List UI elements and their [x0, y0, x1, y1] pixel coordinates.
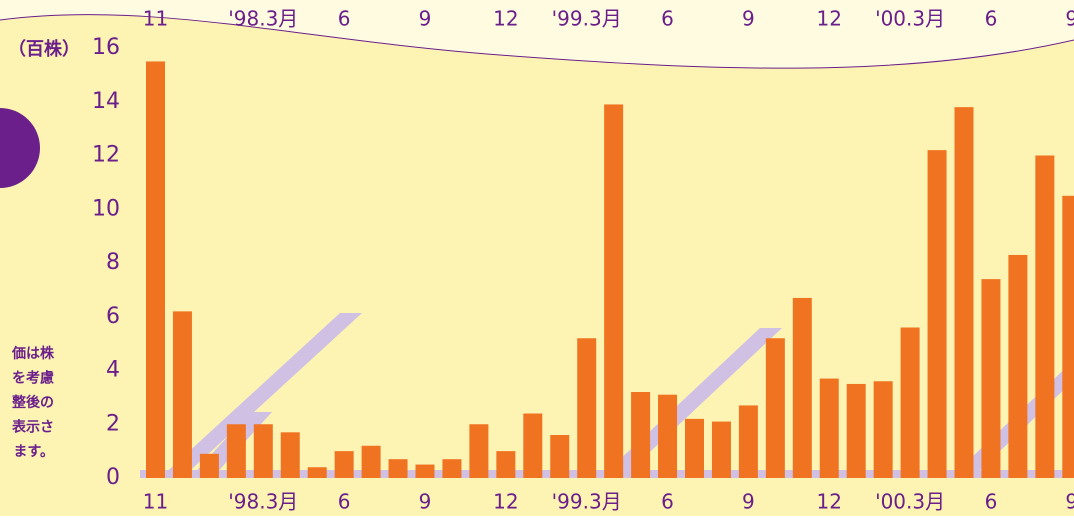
- bar: [389, 459, 408, 478]
- bar: [335, 451, 354, 478]
- x-tick-label-top: 9: [419, 7, 432, 31]
- bar: [281, 432, 300, 478]
- x-tick-label: 11: [143, 490, 168, 514]
- bar: [874, 381, 893, 478]
- x-tick-label-top: 11: [143, 7, 168, 31]
- side-note: 価は株: [11, 345, 55, 362]
- y-tick-label: 10: [92, 196, 120, 221]
- x-tick-label-top: 6: [985, 7, 998, 31]
- bar: [604, 104, 623, 478]
- x-tick-label-top: '98.3月: [228, 7, 298, 31]
- bar: [254, 424, 273, 478]
- y-tick-label: 8: [106, 250, 120, 275]
- x-tick-label: 12: [493, 490, 518, 514]
- x-tick-label: '00.3月: [875, 490, 945, 514]
- chart: （百株） 0 2 4 6 8 10 12 14 16 11 11 '98.3月 '98.3月 6 6 9 9 12…: [0, 0, 1074, 516]
- y-tick-label: 4: [106, 358, 120, 383]
- x-tick-label: 9: [742, 490, 755, 514]
- y-tick-label: 6: [106, 304, 120, 329]
- bar: [442, 459, 461, 478]
- bar: [847, 384, 866, 478]
- bar: [766, 338, 785, 478]
- bar: [793, 298, 812, 478]
- y-tick-label: 2: [106, 411, 120, 436]
- x-tick-label: 6: [985, 490, 998, 514]
- x-tick-label: 6: [661, 490, 674, 514]
- x-tick-label: 9: [1065, 490, 1074, 514]
- bar: [200, 454, 219, 478]
- bar: [658, 395, 677, 478]
- bar: [712, 422, 731, 478]
- side-note: を考慮: [12, 370, 54, 387]
- y-tick-label: 14: [92, 89, 120, 114]
- x-tick-label-top: 6: [338, 7, 351, 31]
- bar: [1035, 156, 1054, 479]
- x-tick-label: 6: [338, 490, 351, 514]
- x-tick-label-top: 12: [493, 7, 518, 31]
- y-tick-label: 12: [92, 143, 120, 168]
- bar: [496, 451, 515, 478]
- x-tick-label: 12: [817, 490, 842, 514]
- bar: [820, 379, 839, 478]
- bar: [631, 392, 650, 478]
- bar: [416, 465, 435, 478]
- bar: [1062, 196, 1074, 478]
- y-unit: （百株）: [8, 38, 80, 60]
- bar: [308, 467, 327, 478]
- side-note: 整後の: [11, 394, 54, 411]
- bar: [739, 405, 758, 478]
- bar: [146, 61, 165, 478]
- x-tick-label-top: '99.3月: [552, 7, 622, 31]
- bar: [981, 279, 1000, 478]
- bar: [577, 338, 596, 478]
- bar: [928, 150, 947, 478]
- bar: [550, 435, 569, 478]
- bar: [227, 424, 246, 478]
- x-tick-label: '99.3月: [552, 490, 622, 514]
- bar: [955, 107, 974, 478]
- y-tick-label: 0: [106, 465, 120, 490]
- x-tick-label-top: 9: [1065, 7, 1074, 31]
- x-tick-label: '98.3月: [228, 490, 298, 514]
- bar: [362, 446, 381, 478]
- x-tick-label-top: 9: [742, 7, 755, 31]
- x-tick-label-top: 6: [661, 7, 674, 31]
- bar: [469, 424, 488, 478]
- x-tick-label-top: '00.3月: [875, 7, 945, 31]
- bar: [1008, 255, 1027, 478]
- x-tick-label: 9: [419, 490, 432, 514]
- side-note: 表示さ: [11, 419, 54, 436]
- x-tick-label-top: 12: [817, 7, 842, 31]
- side-note: ます。: [13, 444, 54, 460]
- y-tick-label: 16: [92, 35, 120, 60]
- bar: [685, 419, 704, 478]
- bar: [173, 311, 192, 478]
- bar: [523, 414, 542, 479]
- bar: [901, 328, 920, 479]
